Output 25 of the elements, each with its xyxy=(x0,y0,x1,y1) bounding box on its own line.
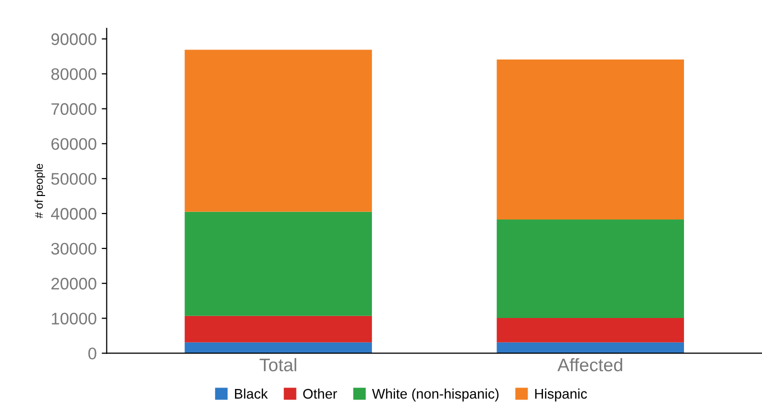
legend-label: Black xyxy=(235,388,268,399)
bar xyxy=(184,50,372,212)
legend-label: White (non-hispanic) xyxy=(372,388,499,402)
bar xyxy=(496,318,684,342)
bar xyxy=(496,342,684,354)
y-tick-label: 10000 xyxy=(52,312,96,324)
legend-label: Hispanic xyxy=(535,388,587,402)
y-tick-label: 0 xyxy=(88,348,96,360)
y-tick-label: 40000 xyxy=(51,208,96,220)
bar xyxy=(184,212,372,316)
x-tick-label: Total xyxy=(260,358,296,372)
x-tick-label: Affected xyxy=(557,358,622,372)
legend-label: Other xyxy=(303,388,338,399)
y-tick-label: 70000 xyxy=(51,103,96,115)
y-tick-label: 90000 xyxy=(51,33,96,46)
bar xyxy=(496,219,684,318)
y-tick-label: 80000 xyxy=(51,68,96,80)
y-tick-label: 50000 xyxy=(51,172,96,185)
bar xyxy=(496,60,684,220)
y-axis-title: # of people xyxy=(34,164,46,218)
bar xyxy=(184,342,372,354)
y-tick-label: 20000 xyxy=(51,278,96,290)
y-tick-label: 30000 xyxy=(51,242,96,255)
bar xyxy=(184,316,372,342)
y-tick-label: 60000 xyxy=(51,138,96,150)
